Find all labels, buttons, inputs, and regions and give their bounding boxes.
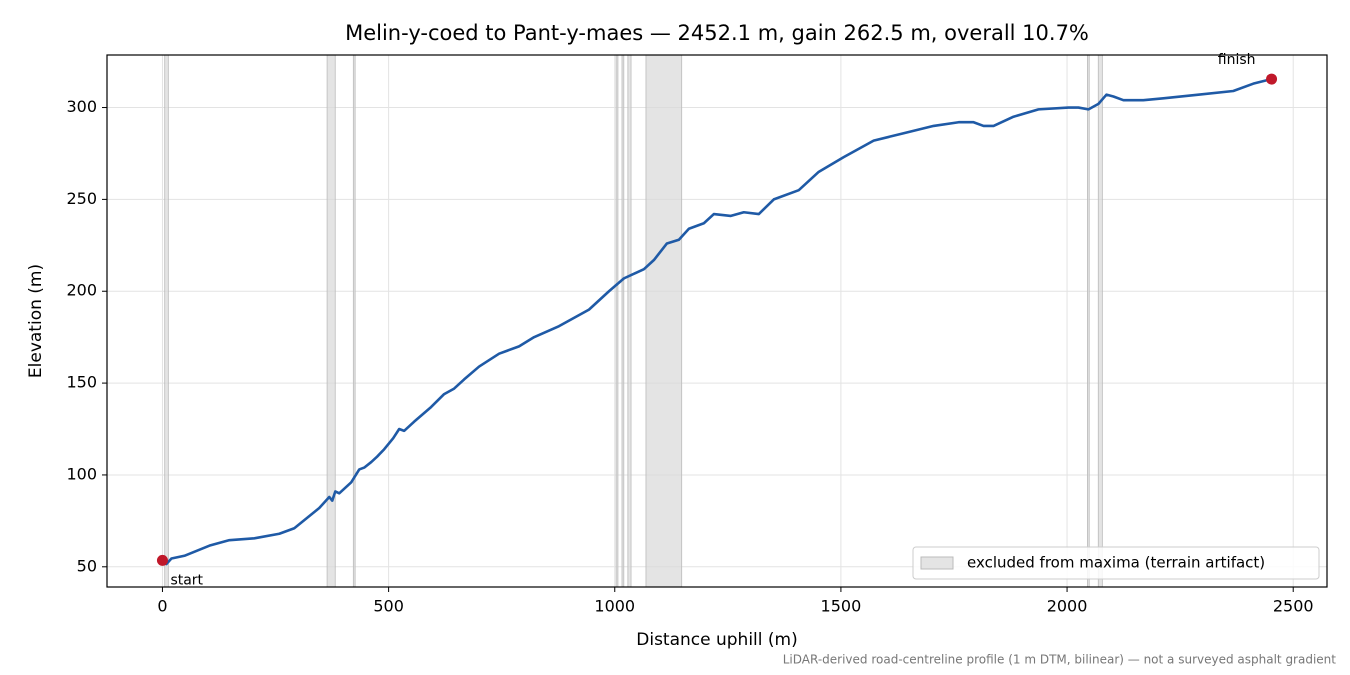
y-tick-label: 100 <box>66 464 97 483</box>
legend-box <box>912 546 1320 580</box>
excluded-span <box>352 54 356 588</box>
y-axis-label: Elevation (m) <box>26 264 46 378</box>
x-tick-label: 0 <box>157 597 167 616</box>
endpoint-label: finish <box>1218 52 1256 68</box>
footnote: LiDAR-derived road-centreline profile (1… <box>783 653 1337 667</box>
legend: excluded from maxima (terrain artifact) <box>912 546 1320 580</box>
x-tick-label: 1500 <box>821 597 862 616</box>
y-tick-label: 50 <box>77 556 97 575</box>
excluded-span <box>615 54 619 588</box>
endpoint-marker <box>1266 73 1278 85</box>
excluded-span <box>645 54 683 588</box>
endpoint-label: start <box>170 572 203 588</box>
x-tick-label: 2500 <box>1273 597 1314 616</box>
excluded-span <box>627 54 632 588</box>
plot-frame <box>106 54 1328 588</box>
elevation-line <box>161 77 1272 566</box>
y-tick-label: 250 <box>66 189 97 208</box>
x-axis-label: Distance uphill (m) <box>636 630 797 650</box>
excluded-span <box>326 54 336 588</box>
excluded-span <box>1097 54 1103 588</box>
chart-title: Melin-y-coed to Pant-y-maes — 2452.1 m, … <box>345 21 1089 45</box>
y-tick-label: 300 <box>66 97 97 116</box>
legend-label: excluded from maxima (terrain artifact) <box>967 554 1265 572</box>
x-tick-label: 2000 <box>1047 597 1088 616</box>
excluded-span <box>1087 54 1090 588</box>
x-tick-label: 500 <box>373 597 404 616</box>
legend-swatch <box>920 556 954 570</box>
endpoint-marker <box>156 554 168 566</box>
x-tick-label: 1000 <box>594 597 635 616</box>
y-tick-label: 200 <box>66 281 97 300</box>
excluded-span <box>621 54 625 588</box>
excluded-span <box>164 54 169 588</box>
y-tick-label: 150 <box>66 373 97 392</box>
